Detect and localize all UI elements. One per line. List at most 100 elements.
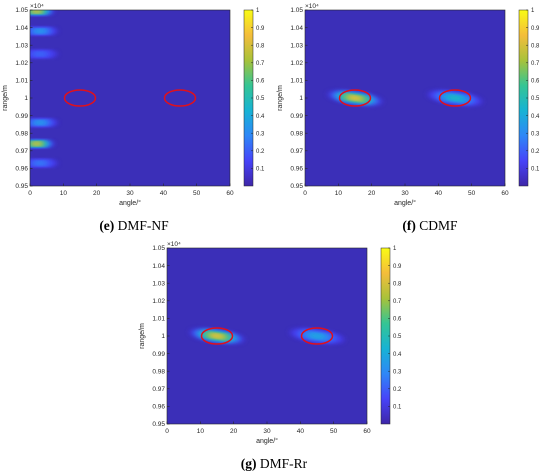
x-axis-label: angle/° <box>119 199 141 207</box>
y-tick-label: 0.98 <box>290 130 303 137</box>
caption-dmf-rr: (g) DMF-Rr <box>174 456 374 472</box>
colorbar-tick-label: 0.8 <box>256 43 265 49</box>
colorbar-tick-label: 0.6 <box>531 79 540 85</box>
y-tick-label: 0.95 <box>15 183 28 190</box>
heatmap-svg: 0 10 20 30 40 50 60 angle/° 0.95 0.96 0.97 0.98 0.99… <box>139 241 402 445</box>
x-axis-label: angle/° <box>394 199 416 207</box>
target-ellipse <box>163 89 197 107</box>
x-tick-label: 60 <box>226 190 234 197</box>
colorbar-tick-label: 0.3 <box>256 131 265 137</box>
x-axis-label: angle/° <box>256 437 278 445</box>
target-ellipse <box>438 89 472 107</box>
heat-peak <box>34 120 46 125</box>
y-tick-label: 1.04 <box>152 263 165 270</box>
colorbar-tick-label: 0.8 <box>531 43 540 49</box>
colorbar-tick-label: 0.6 <box>393 317 402 323</box>
x-tick-label: 40 <box>435 190 443 197</box>
x-tick-label: 0 <box>165 428 169 435</box>
y-tick-label: 1.01 <box>290 78 303 85</box>
x-tick-label: 30 <box>263 428 271 435</box>
colorbar-tick-label: 0.8 <box>393 281 402 287</box>
y-tick-label: 0.97 <box>15 148 28 155</box>
y-tick-label: 0.96 <box>290 166 303 173</box>
y-tick-label: 0.96 <box>152 404 165 411</box>
y-tick-label: 1.01 <box>152 316 165 323</box>
colorbar-tick-label: 0.9 <box>531 26 540 32</box>
y-tick-label: 0.95 <box>290 183 303 190</box>
colorbar-tick-label: 1 <box>531 8 535 14</box>
x-tick-label: 10 <box>60 190 68 197</box>
colorbar-tick-label: 0.2 <box>393 387 402 393</box>
colorbar-tick-label: 0.5 <box>393 334 402 340</box>
x-tick-label: 30 <box>126 190 134 197</box>
colorbar-tick-label: 0.2 <box>531 149 540 155</box>
heat-peak <box>448 95 462 101</box>
y-tick-label: 1.04 <box>15 25 28 32</box>
colorbar-tick-label: 0.4 <box>393 352 402 358</box>
colorbar-tick-label: 0.1 <box>531 167 540 173</box>
heat-peak <box>34 161 46 165</box>
plot-area <box>30 10 230 186</box>
y-tick-label: 1.05 <box>15 7 28 14</box>
heat-peak <box>34 52 46 56</box>
colorbar-tick-label: 0.4 <box>531 114 540 120</box>
x-tick-label: 10 <box>197 428 205 435</box>
y-tick-label: 0.98 <box>15 130 28 137</box>
y-tick-label: 1.03 <box>15 42 28 49</box>
y-tick-label: 1 <box>161 333 165 340</box>
caption-cdmf: (f) CDMF <box>330 218 530 234</box>
y-tick-label: 1 <box>24 95 28 102</box>
heatmap-svg: 0 10 20 30 40 50 60 angle/° 0.95 0.96 0.97 0.98 0.99… <box>2 3 265 207</box>
y-axis-label: range/m <box>277 85 284 111</box>
x-tick-label: 60 <box>363 428 371 435</box>
colorbar-tick-label: 1 <box>393 246 397 252</box>
y-tick-label: 1.05 <box>152 245 165 252</box>
colorbar-tick-label: 0.1 <box>256 167 265 173</box>
colorbar-tick-label: 0.6 <box>256 79 265 85</box>
colorbar-tick-label: 0.9 <box>393 264 402 270</box>
y-tick-label: 1.05 <box>290 7 303 14</box>
y-tick-label: 1.02 <box>290 60 303 67</box>
colorbar-tick-label: 0.7 <box>393 299 402 305</box>
caption-text: DMF-Rr <box>259 456 308 471</box>
target-ellipse <box>63 89 97 107</box>
y-tick-label: 0.96 <box>15 166 28 173</box>
x-tick-label: 0 <box>28 190 32 197</box>
x-tick-label: 20 <box>230 428 238 435</box>
target-ellipse <box>300 327 334 345</box>
y-tick-label: 0.97 <box>152 386 165 393</box>
y-exponent-label: ×10⁴ <box>30 3 44 10</box>
heat-peak <box>210 333 224 339</box>
heat-peak <box>348 95 362 101</box>
heatmap-panel-dmf-nf: 0 10 20 30 40 50 60 angle/° 0.95 0.96 0.97 0.98 0.99… <box>0 0 275 210</box>
y-tick-label: 0.99 <box>152 351 165 358</box>
y-tick-label: 0.95 <box>152 421 165 428</box>
colorbar-tick-label: 0.2 <box>256 149 265 155</box>
y-exponent-label: ×10⁴ <box>305 3 319 10</box>
x-tick-label: 0 <box>303 190 307 197</box>
y-exponent-label: ×10⁴ <box>167 241 181 248</box>
x-tick-label: 40 <box>160 190 168 197</box>
colorbar-tick-label: 0.3 <box>393 369 402 375</box>
colorbar-tick-label: 0.3 <box>531 131 540 137</box>
y-tick-label: 1.02 <box>15 60 28 67</box>
colorbar-tick-label: 0.5 <box>531 96 540 102</box>
y-tick-label: 1 <box>299 95 303 102</box>
heatmap-svg: 0 10 20 30 40 50 60 angle/° 0.95 0.96 0.97 0.98 0.99… <box>277 3 540 207</box>
heat-peak <box>31 142 42 146</box>
heat-peak <box>34 29 46 33</box>
caption-text: DMF-NF <box>117 218 169 233</box>
target-ellipse <box>200 327 234 345</box>
y-tick-label: 0.99 <box>15 113 28 120</box>
caption-letter: (g) <box>240 456 257 471</box>
y-tick-label: 1.02 <box>152 298 165 305</box>
heatmap-panel-dmf-rr: 0 10 20 30 40 50 60 angle/° 0.95 0.96 0.97 0.98 0.99… <box>137 238 412 448</box>
heat-peak <box>31 10 42 13</box>
y-tick-label: 1.03 <box>152 280 165 287</box>
heatmap-panel-cdmf: 0 10 20 30 40 50 60 angle/° 0.95 0.96 0.97 0.98 0.99… <box>275 0 550 210</box>
x-tick-label: 10 <box>335 190 343 197</box>
caption-text: CDMF <box>419 218 458 233</box>
y-tick-label: 1.04 <box>290 25 303 32</box>
colorbar-tick-label: 0.9 <box>256 26 265 32</box>
x-tick-label: 50 <box>468 190 476 197</box>
